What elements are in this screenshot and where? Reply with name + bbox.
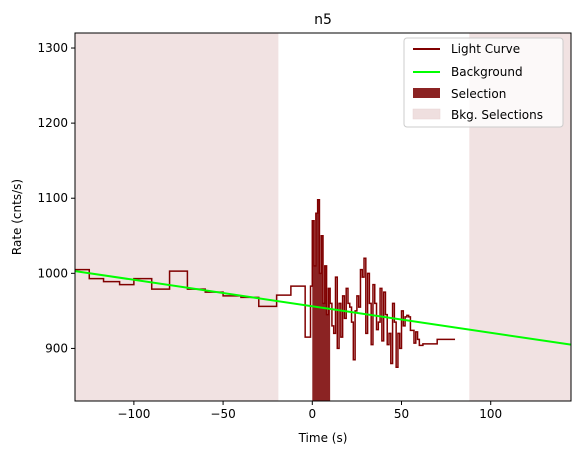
light-curve-layer bbox=[75, 198, 456, 368]
legend-selection-swatch bbox=[413, 88, 440, 98]
selection-fill bbox=[312, 199, 331, 401]
y-tick-label: 900 bbox=[45, 341, 68, 355]
y-tick-label: 1300 bbox=[37, 41, 68, 55]
bkg-selection-band-0 bbox=[75, 33, 279, 401]
y-tick-label: 1100 bbox=[37, 191, 68, 205]
light-curve-line bbox=[75, 198, 456, 368]
chart-title: n5 bbox=[314, 12, 332, 28]
x-tick-label: 50 bbox=[394, 407, 409, 421]
x-tick-label: 0 bbox=[308, 407, 316, 421]
x-tick-label: −100 bbox=[117, 407, 150, 421]
legend-selection-label: Selection bbox=[451, 87, 506, 101]
y-axis-label: Rate (cnts/s) bbox=[10, 179, 24, 255]
legend-bkg-selections-label: Bkg. Selections bbox=[451, 108, 543, 122]
legend: Light Curve Background Selection Bkg. Se… bbox=[403, 37, 564, 128]
legend-bkg-selections-swatch bbox=[412, 108, 441, 120]
x-tick-label: −50 bbox=[210, 407, 235, 421]
background-layer bbox=[75, 270, 571, 346]
background-line bbox=[75, 270, 571, 346]
y-tick-label: 1000 bbox=[37, 266, 68, 280]
x-axis: −100 −50 0 50 100 bbox=[117, 401, 502, 421]
y-tick-label: 1200 bbox=[37, 116, 68, 130]
x-tick-label: 100 bbox=[479, 407, 502, 421]
legend-light-curve-label: Light Curve bbox=[451, 42, 520, 56]
x-axis-label: Time (s) bbox=[298, 431, 348, 445]
legend-background-label: Background bbox=[451, 65, 523, 79]
legend-box bbox=[403, 37, 564, 128]
y-axis: 900 1000 1100 1200 1300 bbox=[37, 41, 75, 355]
selection-layer bbox=[312, 199, 331, 401]
plot-frame bbox=[74, 32, 572, 402]
